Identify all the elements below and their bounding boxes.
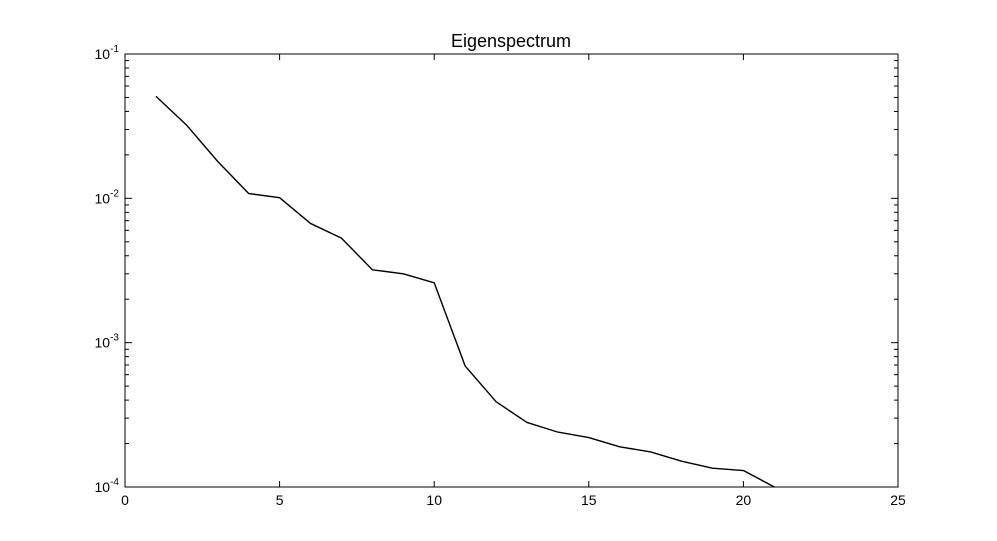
x-axis: 0 5 10 15 20 25	[121, 54, 906, 508]
x-tick-label: 20	[736, 492, 752, 508]
x-tick-label: 5	[276, 492, 284, 508]
y-tick-label: 10-4	[95, 477, 120, 495]
y-tick-label: 10-1	[95, 44, 120, 62]
y-tick-label: 10-2	[95, 188, 120, 206]
x-tick-label: 10	[426, 492, 442, 508]
x-tick-label: 0	[121, 492, 129, 508]
axes-frame	[124, 53, 899, 488]
x-tick-label: 15	[581, 492, 597, 508]
series-line	[155, 95, 775, 488]
chart-title: Eigenspectrum	[451, 31, 571, 51]
x-tick-label: 25	[890, 492, 906, 508]
plot-area	[124, 53, 899, 488]
y-tick-label: 10-3	[95, 333, 120, 351]
series-layer	[155, 95, 775, 488]
y-axis: 10-4 10-3 10-2 10-1	[95, 44, 898, 495]
